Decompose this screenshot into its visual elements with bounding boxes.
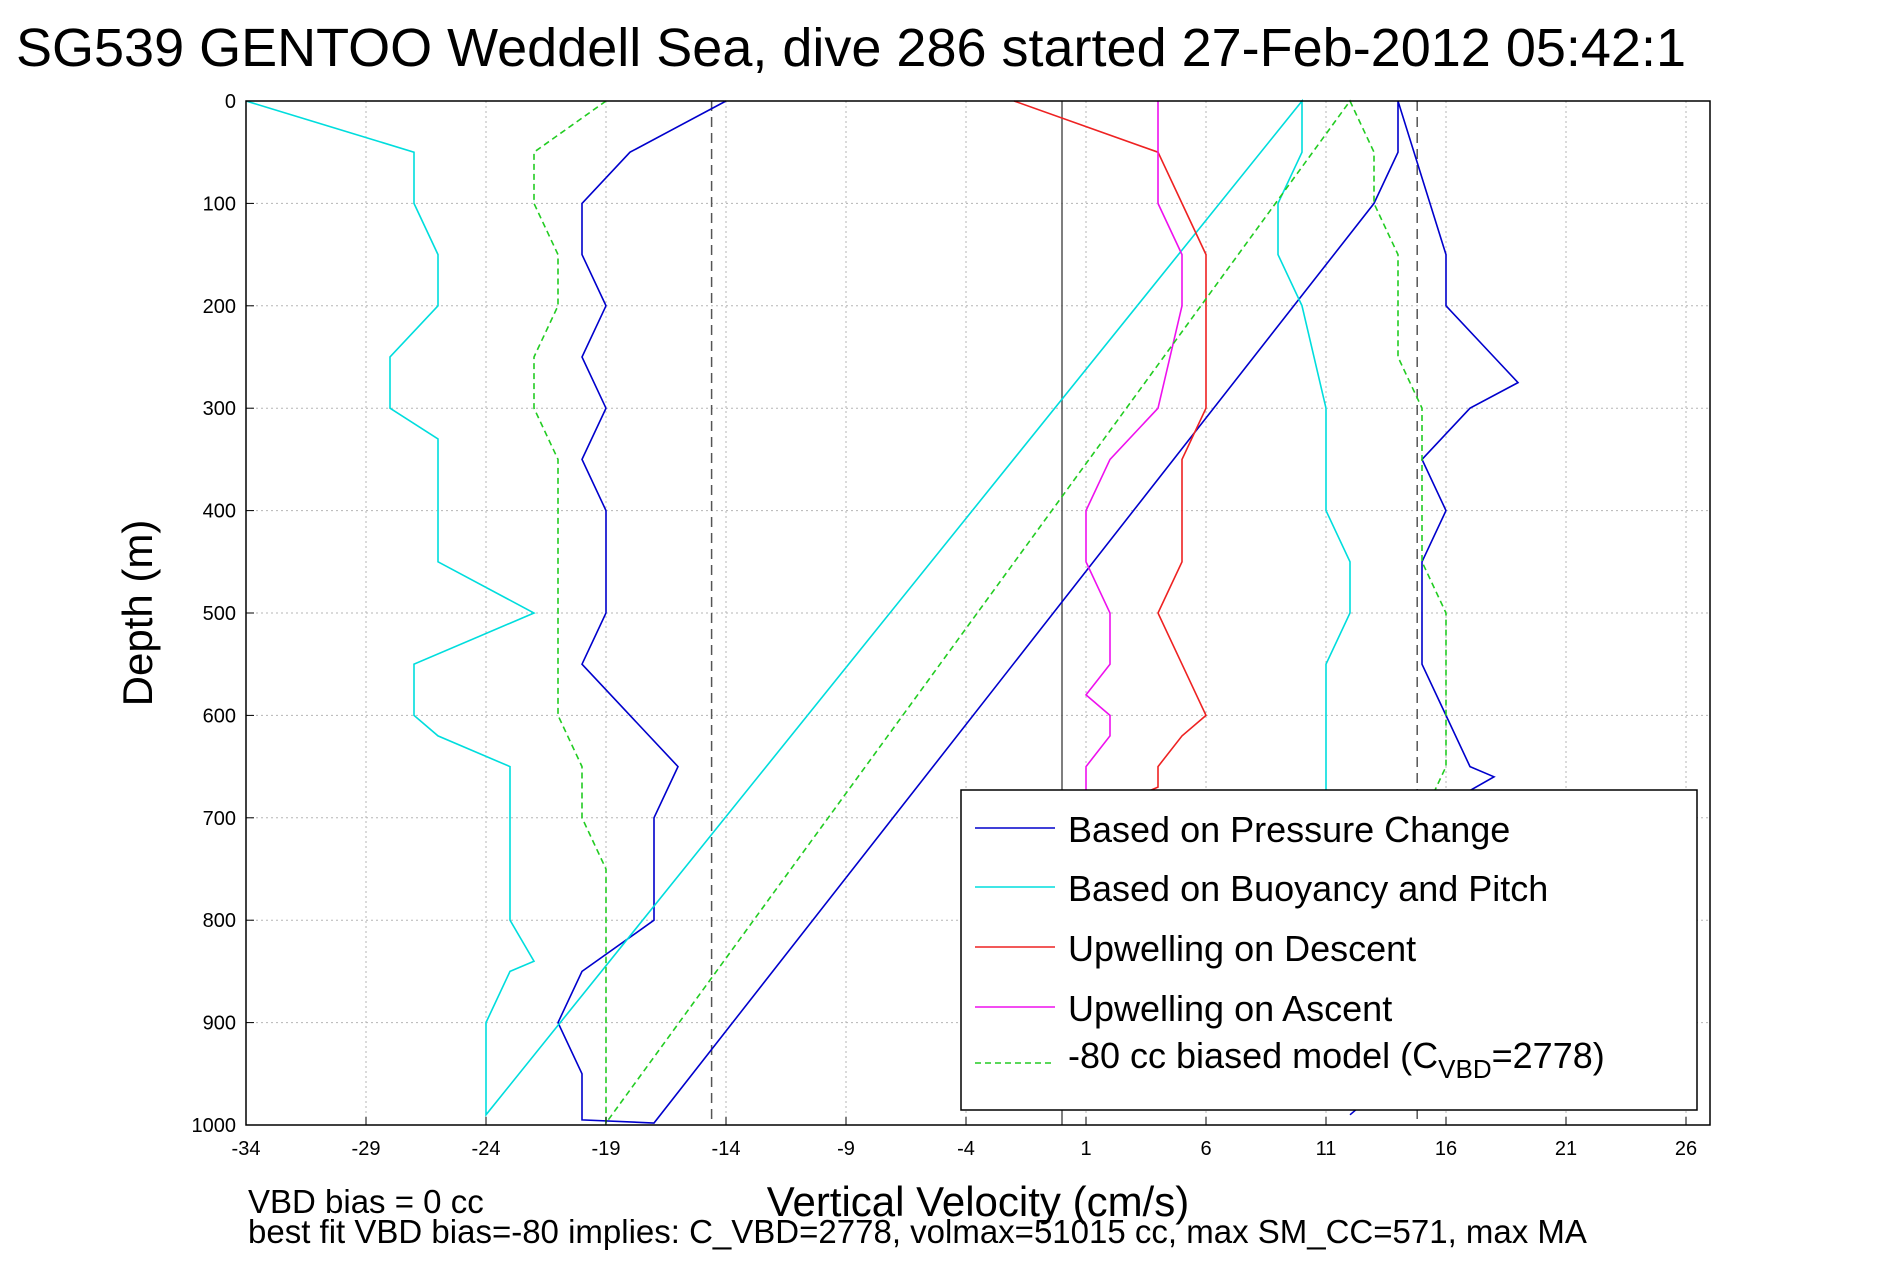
legend: Based on Pressure Change Based on Buoyanc… (960, 789, 1698, 1111)
y-tick-label: 800 (203, 910, 236, 932)
y-tick-label: 100 (203, 193, 236, 215)
x-tick-label: 11 (1316, 1138, 1337, 1160)
x-tick-label: -34 (232, 1138, 261, 1160)
legend-label: Based on Pressure Change (1068, 809, 1510, 850)
series-line-2 (1013, 100, 1207, 818)
x-tick-label: -4 (957, 1138, 975, 1160)
legend-box (960, 789, 1698, 1111)
y-axis-label: Depth (m) (114, 520, 161, 707)
y-tick-label: 1000 (192, 1115, 237, 1137)
y-tick-label: 300 (203, 398, 236, 420)
x-axis-label: Vertical Velocity (cm/s) (767, 1178, 1189, 1225)
legend-label: Upwelling on Descent (1068, 928, 1416, 969)
series-lines (245, 98, 1520, 1126)
y-tick-label: 400 (203, 501, 236, 523)
x-tick-label: -9 (837, 1138, 855, 1160)
series-line-3 (1084, 101, 1183, 818)
x-tick-label: 26 (1675, 1138, 1697, 1160)
y-tick-label: 700 (203, 808, 236, 830)
x-tick-label: 1 (1080, 1138, 1091, 1160)
x-tick-label: 21 (1555, 1138, 1577, 1160)
y-tick-label: 900 (203, 1013, 236, 1035)
x-tick-labels: -34 -29 -24 -19 -14 -9 -4 1 6 11 16 21 26 (232, 1117, 1697, 1160)
x-tick-label: -14 (712, 1138, 741, 1160)
y-tick-label: 500 (203, 603, 236, 625)
series-line-1 (245, 98, 1351, 1118)
legend-label: Based on Buoyancy and Pitch (1068, 868, 1548, 909)
legend-label-model: -80 cc biased model (CVBD=2778) (1068, 1035, 1605, 1084)
best-fit-note: best fit VBD bias=-80 implies: C_VBD=277… (248, 1213, 1587, 1250)
chart-title: SG539 GENTOO Weddell Sea, dive 286 start… (16, 18, 1686, 78)
y-tick-label: 600 (203, 705, 236, 727)
y-tick-label: 200 (203, 296, 236, 318)
y-tick-label: 0 (225, 91, 236, 113)
series-line-0 (557, 100, 1520, 1124)
x-tick-label: -24 (472, 1138, 501, 1160)
y-tick-labels: 0 100 200 300 400 500 600 700 800 900 1000 (192, 91, 254, 1137)
x-tick-label: -29 (352, 1138, 381, 1160)
series-line-4 (533, 99, 1447, 1126)
x-tick-label: -19 (592, 1138, 621, 1160)
x-tick-label: 16 (1435, 1138, 1457, 1160)
legend-label: Upwelling on Ascent (1068, 988, 1392, 1029)
x-tick-label: 6 (1200, 1138, 1211, 1160)
vbd-bias-note: VBD bias = 0 cc (248, 1183, 484, 1220)
